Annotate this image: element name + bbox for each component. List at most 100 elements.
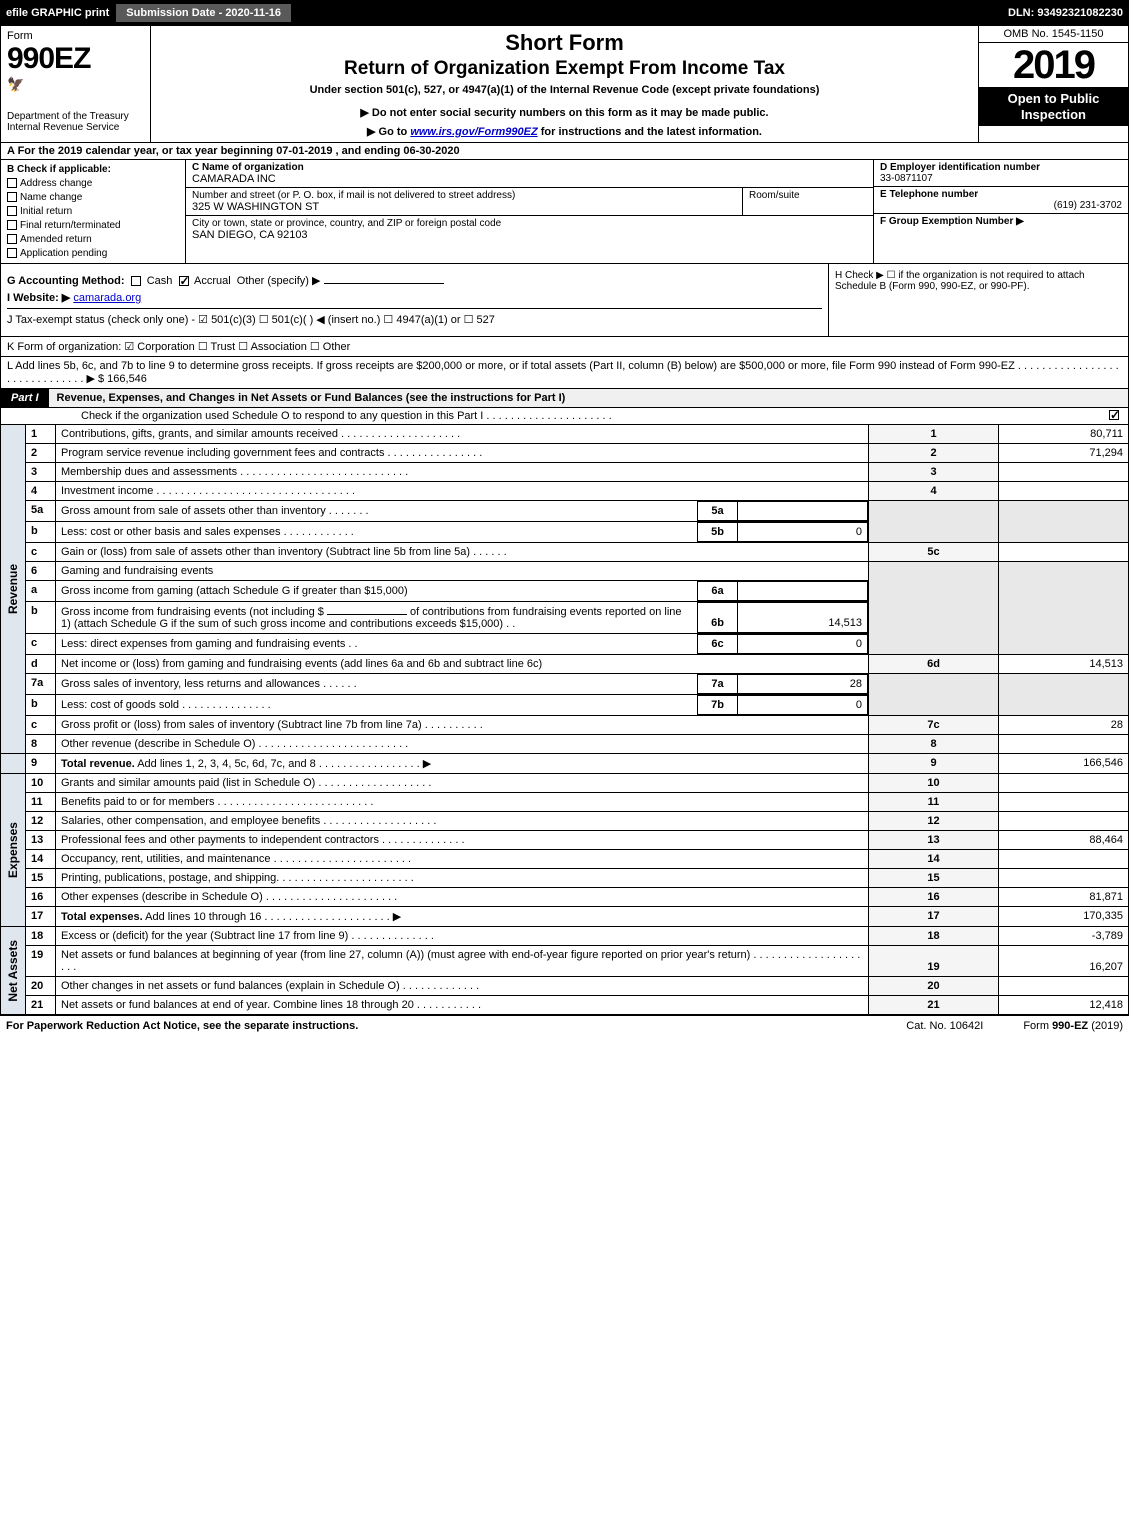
warn-ssn: ▶ Do not enter social security numbers o… xyxy=(159,106,970,119)
section-def: D Employer identification number 33-0871… xyxy=(873,160,1128,263)
ln-17: 17 xyxy=(26,907,56,927)
chk-application-pending[interactable]: Application pending xyxy=(7,248,179,259)
subamt-7a: 28 xyxy=(738,675,868,694)
chk-amended-return[interactable]: Amended return xyxy=(7,234,179,245)
desc-8: Other revenue (describe in Schedule O) .… xyxy=(56,735,869,754)
desc-7b: Less: cost of goods sold . . . . . . . .… xyxy=(56,696,698,715)
side-revenue-label: Revenue xyxy=(6,564,20,614)
num-4: 4 xyxy=(869,482,999,501)
footer-right: Form 990-EZ (2019) xyxy=(1023,1020,1123,1032)
amt-18: -3,789 xyxy=(999,927,1129,946)
ln-6c: c xyxy=(26,634,56,655)
chk-accrual[interactable] xyxy=(179,276,189,286)
num-14: 14 xyxy=(869,850,999,869)
amt-20 xyxy=(999,977,1129,996)
desc-6d: Net income or (loss) from gaming and fun… xyxy=(56,655,869,674)
amt-10 xyxy=(999,774,1129,793)
chk-name-change[interactable]: Name change xyxy=(7,192,179,203)
title-return: Return of Organization Exempt From Incom… xyxy=(159,58,970,80)
subnum-5a: 5a xyxy=(698,502,738,521)
website-link[interactable]: camarada.org xyxy=(73,292,141,304)
chk-label: Initial return xyxy=(20,206,72,217)
side-netassets-label: Net Assets xyxy=(6,940,20,1002)
c-name-label: C Name of organization xyxy=(192,162,867,173)
submission-date-button[interactable]: Submission Date - 2020-11-16 xyxy=(115,3,292,23)
phone-value: (619) 231-3702 xyxy=(880,200,1122,211)
ln-11: 11 xyxy=(26,793,56,812)
d6b-blank[interactable] xyxy=(327,614,407,615)
chk-label: Amended return xyxy=(20,234,92,245)
num-9: 9 xyxy=(869,754,999,774)
g-other: Other (specify) ▶ xyxy=(237,275,321,287)
amt-9: 166,546 xyxy=(999,754,1129,774)
org-address: 325 W WASHINGTON ST xyxy=(192,201,736,213)
amt-19: 16,207 xyxy=(999,946,1129,977)
desc-5c: Gain or (loss) from sale of assets other… xyxy=(56,543,869,562)
amt-15 xyxy=(999,869,1129,888)
chk-cash[interactable] xyxy=(131,276,141,286)
desc-10: Grants and similar amounts paid (list in… xyxy=(56,774,869,793)
ln-6a: a xyxy=(26,581,56,602)
ln-5c: c xyxy=(26,543,56,562)
num-8: 8 xyxy=(869,735,999,754)
row-ghij: G Accounting Method: Cash Accrual Other … xyxy=(0,264,1129,337)
chk-initial-return[interactable]: Initial return xyxy=(7,206,179,217)
ln-20: 20 xyxy=(26,977,56,996)
ln-10: 10 xyxy=(26,774,56,793)
omb-label: OMB No. 1545-1150 xyxy=(979,26,1128,43)
footer-center: Cat. No. 10642I xyxy=(906,1020,983,1032)
i-label: I Website: ▶ xyxy=(7,292,70,304)
ln-6d: d xyxy=(26,655,56,674)
part1-header: Part I Revenue, Expenses, and Changes in… xyxy=(0,389,1129,408)
row-l: L Add lines 5b, 6c, and 7b to line 9 to … xyxy=(0,357,1129,389)
subnum-6c: 6c xyxy=(698,635,738,654)
ln-6: 6 xyxy=(26,562,56,581)
row-j: J Tax-exempt status (check only one) - ☑… xyxy=(7,308,822,326)
desc-6: Gaming and fundraising events xyxy=(56,562,869,581)
chk-final-return[interactable]: Final return/terminated xyxy=(7,220,179,231)
num-20: 20 xyxy=(869,977,999,996)
desc-12: Salaries, other compensation, and employ… xyxy=(56,812,869,831)
gray-7 xyxy=(869,674,999,716)
num-6d: 6d xyxy=(869,655,999,674)
g-other-input[interactable] xyxy=(324,283,444,284)
efile-label: efile GRAPHIC print xyxy=(0,7,115,19)
num-10: 10 xyxy=(869,774,999,793)
ln-3: 3 xyxy=(26,463,56,482)
desc-4: Investment income . . . . . . . . . . . … xyxy=(56,482,869,501)
check-o-box[interactable] xyxy=(1109,410,1119,420)
desc-9: Total revenue. Total revenue. Add lines … xyxy=(56,754,869,774)
amt-5c xyxy=(999,543,1129,562)
num-11: 11 xyxy=(869,793,999,812)
desc-16: Other expenses (describe in Schedule O) … xyxy=(56,888,869,907)
subnum-7a: 7a xyxy=(698,675,738,694)
desc-19: Net assets or fund balances at beginning… xyxy=(56,946,869,977)
d6b-pre: Gross income from fundraising events (no… xyxy=(61,606,324,618)
dept-label: Department of the Treasury xyxy=(7,111,144,122)
room-label: Room/suite xyxy=(743,188,873,215)
check-o-text: Check if the organization used Schedule … xyxy=(81,410,1109,422)
part1-tag: Part I xyxy=(1,389,49,407)
ln-21: 21 xyxy=(26,996,56,1015)
irs-link[interactable]: www.irs.gov/Form990EZ xyxy=(410,126,537,138)
chk-label: Address change xyxy=(20,178,92,189)
side-revenue: Revenue xyxy=(1,425,26,754)
desc-13: Professional fees and other payments to … xyxy=(56,831,869,850)
num-15: 15 xyxy=(869,869,999,888)
row-g: G Accounting Method: Cash Accrual Other … xyxy=(7,274,822,287)
ln-7b: b xyxy=(26,695,56,716)
chk-address-change[interactable]: Address change xyxy=(7,178,179,189)
subnum-5b: 5b xyxy=(698,523,738,542)
l-amount: 166,546 xyxy=(107,373,147,385)
side-expenses-label: Expenses xyxy=(6,822,20,878)
amt-2: 71,294 xyxy=(999,444,1129,463)
row-h: H Check ▶ ☐ if the organization is not r… xyxy=(828,264,1128,336)
desc-7a: Gross sales of inventory, less returns a… xyxy=(56,675,698,694)
amt-16: 81,871 xyxy=(999,888,1129,907)
ln-16: 16 xyxy=(26,888,56,907)
desc-3: Membership dues and assessments . . . . … xyxy=(56,463,869,482)
amt-12 xyxy=(999,812,1129,831)
desc-1: Contributions, gifts, grants, and simila… xyxy=(56,425,869,444)
desc-5b: Less: cost or other basis and sales expe… xyxy=(56,523,698,542)
ln-2: 2 xyxy=(26,444,56,463)
